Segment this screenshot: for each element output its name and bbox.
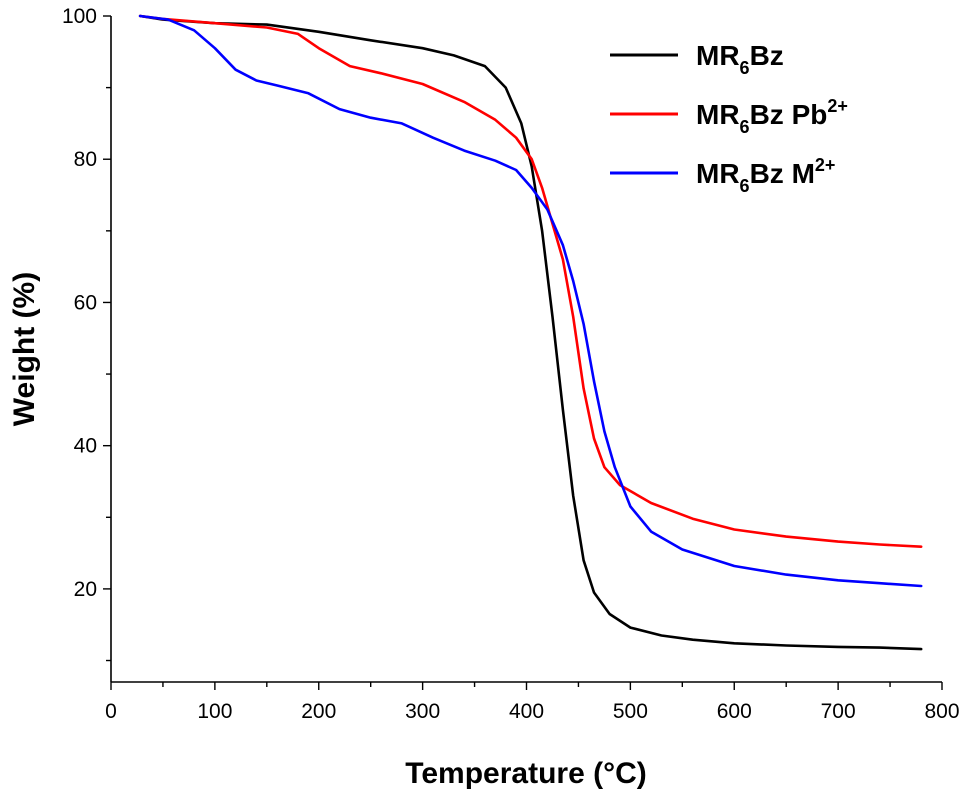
- legend-label-rest: Bz Pb: [750, 99, 828, 130]
- y-ticks: 20 40 60 80 100: [62, 5, 111, 662]
- x-tick-label: 600: [717, 700, 752, 723]
- x-tick-label: 0: [105, 700, 117, 723]
- legend-label-subscript: 6: [740, 58, 750, 78]
- legend-label-base: MR: [696, 40, 740, 71]
- series-line-0: [138, 14, 923, 651]
- x-tick-label: 300: [405, 700, 440, 723]
- x-tick-label: 500: [613, 700, 648, 723]
- series-lines: [138, 14, 923, 651]
- legend-label-2: MR6Bz M2+: [696, 155, 835, 196]
- series-line-1: [138, 14, 923, 548]
- y-tick-label: 100: [62, 5, 97, 28]
- x-tick-label: 200: [301, 700, 336, 723]
- legend-label-superscript: 2+: [815, 155, 836, 175]
- x-ticks: 0 100 200 300 400 500 600 700 800: [105, 682, 960, 723]
- series-line-2: [138, 14, 923, 588]
- x-tick-label: 100: [197, 700, 232, 723]
- legend-label-subscript: 6: [740, 176, 750, 196]
- y-axis-title: Weight (%): [8, 272, 41, 426]
- legend-label-base: MR: [696, 99, 740, 130]
- legend-label-rest: Bz: [750, 40, 784, 71]
- y-tick-label: 60: [74, 291, 97, 314]
- x-tick-label: 700: [821, 700, 856, 723]
- y-tick-label: 40: [74, 435, 97, 458]
- legend-label-rest: Bz M: [750, 158, 815, 189]
- x-axis-title: Temperature (°C): [405, 757, 646, 790]
- x-tick-label: 400: [509, 700, 544, 723]
- legend-label-subscript: 6: [740, 117, 750, 137]
- y-tick-label: 80: [74, 148, 97, 171]
- legend-label-0: MR6Bz: [696, 40, 784, 78]
- legend-label-1: MR6Bz Pb2+: [696, 96, 848, 137]
- legend-label-base: MR: [696, 158, 740, 189]
- legend-label-superscript: 2+: [827, 96, 848, 116]
- y-tick-label: 20: [74, 578, 97, 601]
- x-tick-label: 800: [924, 700, 959, 723]
